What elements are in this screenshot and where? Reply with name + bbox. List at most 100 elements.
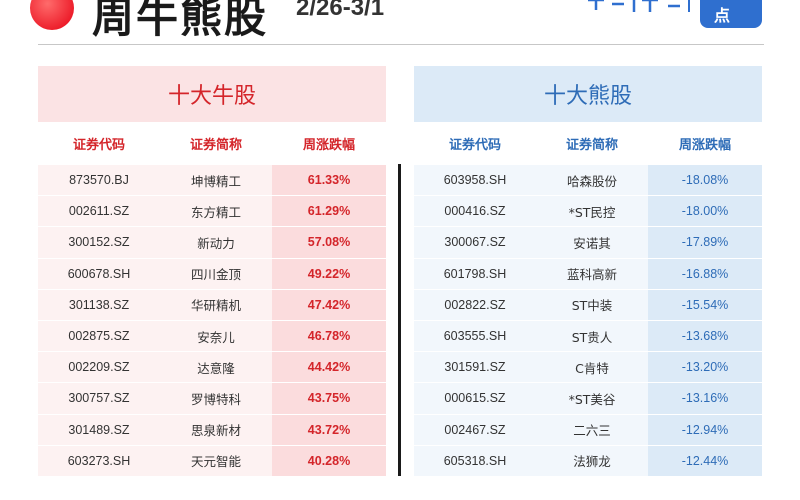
table-row: 873570.BJ 坤博精工 61.33% xyxy=(38,165,386,197)
table-row: 300757.SZ 罗博特科 43.75% xyxy=(38,383,386,415)
page-title: 周牛熊股 xyxy=(92,0,269,42)
stock-code: 601798.SH xyxy=(443,266,507,281)
stock-code: 002611.SZ xyxy=(68,204,130,219)
weekly-change: -18.08% xyxy=(648,165,762,196)
column-header-code: 证券代码 xyxy=(448,137,501,153)
table-row: 002611.SZ 东方精工 61.29% xyxy=(38,196,386,228)
table-row: 600678.SH 四川金顶 49.22% xyxy=(38,258,386,290)
weekly-change: -12.94% xyxy=(648,414,762,445)
stock-name: 新动力 xyxy=(197,235,235,251)
weekly-change: 40.28% xyxy=(272,445,386,476)
stock-code: 300152.SZ xyxy=(68,235,130,250)
weekly-change: 61.33% xyxy=(272,165,386,196)
table-row: 301591.SZ C肯特 -13.20% xyxy=(414,352,762,384)
bear-rows: 603958.SH 哈森股份 -18.08% 000416.SZ *ST民控 -18.0… xyxy=(414,164,762,477)
stock-name: 二六三 xyxy=(573,423,611,439)
table-row: 002209.SZ 达意隆 44.42% xyxy=(38,352,386,384)
table-row: 300067.SZ 安诺其 -17.89% xyxy=(414,227,762,259)
column-header-code: 证券代码 xyxy=(72,137,125,153)
stock-code: 301591.SZ xyxy=(444,360,506,375)
table-row: 603273.SH 天元智能 40.28% xyxy=(38,445,386,477)
header-divider xyxy=(38,44,764,45)
page-header: 周牛熊股 2/26-3/1 点 xyxy=(0,0,800,46)
stock-name: 法狮龙 xyxy=(573,454,611,470)
weekly-change: -13.68% xyxy=(648,320,762,352)
stock-code: 300757.SZ xyxy=(68,391,130,406)
stock-name: 蓝科高新 xyxy=(566,267,617,283)
weekly-change: -18.00% xyxy=(648,196,762,227)
stock-code: 603958.SH xyxy=(443,173,507,188)
stock-name: 达意隆 xyxy=(197,360,235,376)
table-row: 605318.SH 法狮龙 -12.44% xyxy=(414,445,762,477)
stock-code: 301489.SZ xyxy=(68,422,130,437)
weekly-change: 43.75% xyxy=(272,383,386,414)
weekly-change: -12.44% xyxy=(648,445,762,476)
bull-rows: 873570.BJ 坤博精工 61.33% 002611.SZ 东方精工 61.29% … xyxy=(38,164,386,477)
weekly-change: 49.22% xyxy=(272,258,386,289)
stock-name: 安奈儿 xyxy=(197,329,235,345)
stock-code: 002875.SZ xyxy=(68,329,130,344)
table-row: 603958.SH 哈森股份 -18.08% xyxy=(414,165,762,197)
red-dot-icon xyxy=(30,0,74,30)
weekly-change: -17.89% xyxy=(648,227,762,258)
brand-logo xyxy=(588,0,690,12)
stock-name: 罗博特科 xyxy=(190,391,241,407)
stock-name: *ST美谷 xyxy=(568,391,616,407)
stock-code: 600678.SH xyxy=(67,266,131,281)
weekly-change: 61.29% xyxy=(272,196,386,227)
bear-panel-title: 十大熊股 xyxy=(414,66,762,122)
weekly-change: -13.16% xyxy=(648,383,762,414)
stock-code: 603273.SH xyxy=(67,453,131,468)
table-row: 601798.SH 蓝科高新 -16.88% xyxy=(414,258,762,290)
stock-name: 东方精工 xyxy=(190,204,241,220)
bull-column-headers: 证券代码 证券简称 周涨跌幅 xyxy=(38,122,386,164)
weekly-change: 57.08% xyxy=(272,227,386,258)
column-header-name: 证券简称 xyxy=(565,137,618,153)
table-row: 301489.SZ 思泉新材 43.72% xyxy=(38,414,386,446)
table-row: 300152.SZ 新动力 57.08% xyxy=(38,227,386,259)
stock-code: 301138.SZ xyxy=(68,297,130,312)
stock-name: ST中装 xyxy=(571,298,613,314)
weekly-change: 46.78% xyxy=(272,320,386,352)
stock-code: 873570.BJ xyxy=(69,173,129,188)
table-row: 002875.SZ 安奈儿 46.78% xyxy=(38,320,386,353)
stock-name: C肯特 xyxy=(575,360,609,376)
stock-name: 四川金顶 xyxy=(190,267,241,283)
stock-code: 603555.SH xyxy=(443,329,507,344)
stock-code: 002209.SZ xyxy=(68,360,130,375)
stock-code: 300067.SZ xyxy=(444,235,506,250)
date-range: 2/26-3/1 xyxy=(296,0,385,21)
bear-table-rule xyxy=(398,164,401,476)
stock-name: 华研精机 xyxy=(190,298,241,314)
weekly-change: -16.88% xyxy=(648,258,762,289)
weekly-change: 43.72% xyxy=(272,414,386,445)
bear-panel: 十大熊股 证券代码 证券简称 周涨跌幅 603958.SH 哈森股份 -18.08%… xyxy=(414,66,762,477)
brand-badge-text: 点 xyxy=(714,8,731,25)
table-row: 002822.SZ ST中装 -15.54% xyxy=(414,289,762,321)
bear-column-headers: 证券代码 证券简称 周涨跌幅 xyxy=(414,122,762,164)
stock-name: 哈森股份 xyxy=(566,173,617,189)
stock-name: 坤博精工 xyxy=(190,173,241,189)
column-header-name: 证券简称 xyxy=(189,137,242,153)
weekly-change: -15.54% xyxy=(648,289,762,320)
weekly-change: 47.42% xyxy=(272,289,386,320)
table-row: 000615.SZ *ST美谷 -13.16% xyxy=(414,383,762,415)
stock-code: 002467.SZ xyxy=(444,422,506,437)
stock-code: 000416.SZ xyxy=(444,204,506,219)
table-row: 002467.SZ 二六三 -12.94% xyxy=(414,414,762,446)
brand-badge: 点 xyxy=(700,0,762,28)
weekly-change: -13.20% xyxy=(648,352,762,383)
stock-name: 思泉新材 xyxy=(190,423,241,439)
stock-name: 安诺其 xyxy=(573,235,611,251)
stock-code: 605318.SH xyxy=(443,453,507,468)
table-row: 301138.SZ 华研精机 47.42% xyxy=(38,289,386,321)
bull-panel: 十大牛股 证券代码 证券简称 周涨跌幅 873570.BJ 坤博精工 61.33% … xyxy=(38,66,386,477)
column-header-change: 周涨跌幅 xyxy=(678,137,731,153)
weekly-change: 44.42% xyxy=(272,352,386,383)
column-header-change: 周涨跌幅 xyxy=(302,137,355,153)
stock-code: 002822.SZ xyxy=(444,297,506,312)
table-row: 603555.SH ST贵人 -13.68% xyxy=(414,320,762,353)
bull-panel-title: 十大牛股 xyxy=(38,66,386,122)
table-row: 000416.SZ *ST民控 -18.00% xyxy=(414,196,762,228)
stock-code: 000615.SZ xyxy=(444,391,506,406)
